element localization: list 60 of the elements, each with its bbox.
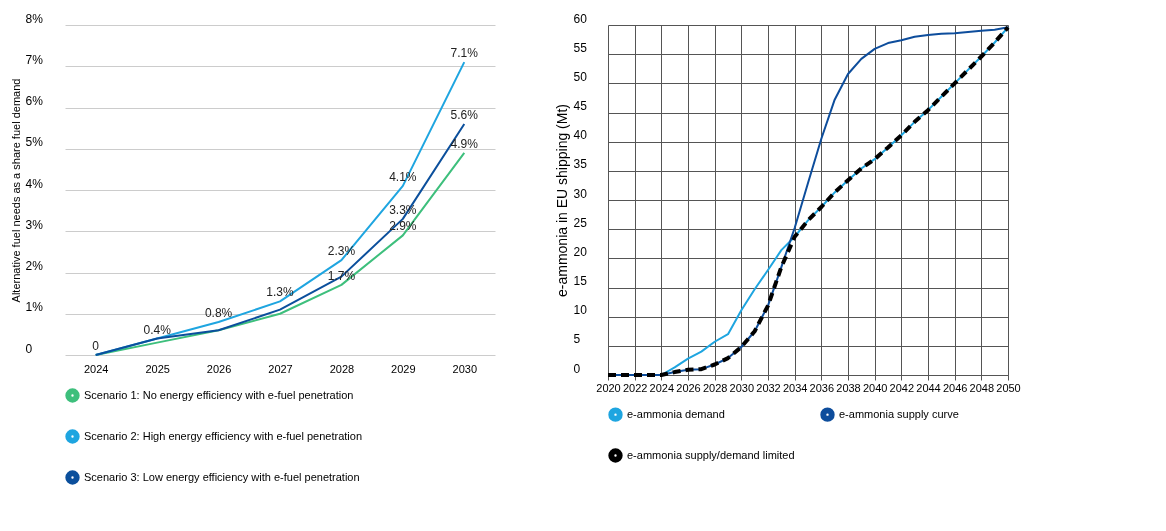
- y-tick-label: 55: [573, 40, 588, 55]
- data-label: 1.3%: [266, 285, 294, 300]
- legend-label: e-ammonia supply curve: [839, 407, 959, 420]
- x-tick-label: 2026: [676, 381, 701, 394]
- x-tick-label: 2029: [391, 362, 416, 375]
- x-tick-label: 2022: [622, 381, 648, 394]
- y-axis-title: Alternative fuel needs as a share fuel demand: [9, 78, 22, 303]
- data-label: 5.6%: [450, 108, 479, 122]
- data-label: 0.4%: [143, 322, 172, 337]
- data-label: 7.1%: [450, 46, 479, 61]
- x-tick-label: 2032: [756, 381, 781, 394]
- data-label: 0: [92, 339, 100, 353]
- legend-label: e-ammonia supply/demand limited: [627, 448, 795, 461]
- legend-label: Scenario 1: No energy efficiency with e-fuel penetration: [84, 388, 354, 401]
- legend-label: e-ammonia demand: [627, 407, 725, 420]
- x-tick-label: 2046: [942, 381, 968, 394]
- y-tick-label: 8%: [25, 11, 44, 26]
- x-tick-label: 2030: [452, 362, 478, 375]
- y-tick-label: 1%: [25, 300, 44, 315]
- x-tick-label: 2034: [782, 381, 808, 394]
- y-tick-label: 4%: [25, 176, 44, 191]
- y-tick-label: 60: [573, 11, 588, 26]
- x-tick-label: 2026: [206, 362, 232, 375]
- y-tick-label: 6%: [25, 94, 44, 108]
- x-tick-label: 2028: [329, 362, 355, 375]
- x-tick-label: 2040: [862, 381, 888, 394]
- x-tick-label: 2048: [969, 381, 995, 394]
- y-tick-label: 10: [573, 303, 588, 318]
- x-tick-label: 2027: [268, 362, 293, 375]
- x-tick-label: 2024: [83, 362, 109, 375]
- x-tick-label: 2028: [702, 381, 728, 394]
- y-tick-label: 5: [573, 332, 581, 347]
- x-tick-label: 2038: [836, 381, 861, 394]
- y-tick-label: 45: [573, 99, 588, 113]
- y-tick-label: 40: [573, 128, 588, 143]
- y-tick-label: 7%: [25, 52, 44, 67]
- legend-label: Scenario 3: Low energy efficiency with e-fuel penetration: [84, 470, 360, 483]
- y-tick-label: 25: [573, 215, 588, 230]
- y-axis-title: e-ammonia in EU shipping (Mt): [553, 104, 570, 297]
- legend-label: Scenario 2: High energy efficiency with e-fuel penetration: [84, 429, 363, 442]
- x-tick-label: 2050: [996, 381, 1021, 394]
- y-tick-label: 15: [573, 274, 588, 288]
- y-tick-label: 20: [573, 244, 588, 259]
- y-tick-label: 50: [573, 69, 588, 84]
- y-tick-label: 0: [573, 361, 581, 376]
- x-tick-label: 2042: [889, 381, 915, 394]
- y-tick-label: 30: [573, 186, 588, 201]
- y-tick-label: 0: [25, 341, 33, 356]
- x-tick-label: 2030: [729, 381, 755, 394]
- x-tick-label: 2025: [145, 362, 170, 375]
- x-tick-label: 2024: [649, 381, 675, 394]
- y-tick-label: 2%: [25, 259, 44, 273]
- x-tick-label: 2036: [809, 381, 835, 394]
- y-tick-label: 5%: [25, 135, 44, 150]
- data-label: 0.8%: [204, 306, 233, 320]
- x-tick-label: 2044: [916, 381, 941, 394]
- x-tick-label: 2020: [596, 381, 621, 394]
- y-tick-label: 35: [573, 157, 588, 172]
- y-tick-label: 3%: [25, 217, 44, 232]
- data-label: 4.9%: [450, 136, 479, 151]
